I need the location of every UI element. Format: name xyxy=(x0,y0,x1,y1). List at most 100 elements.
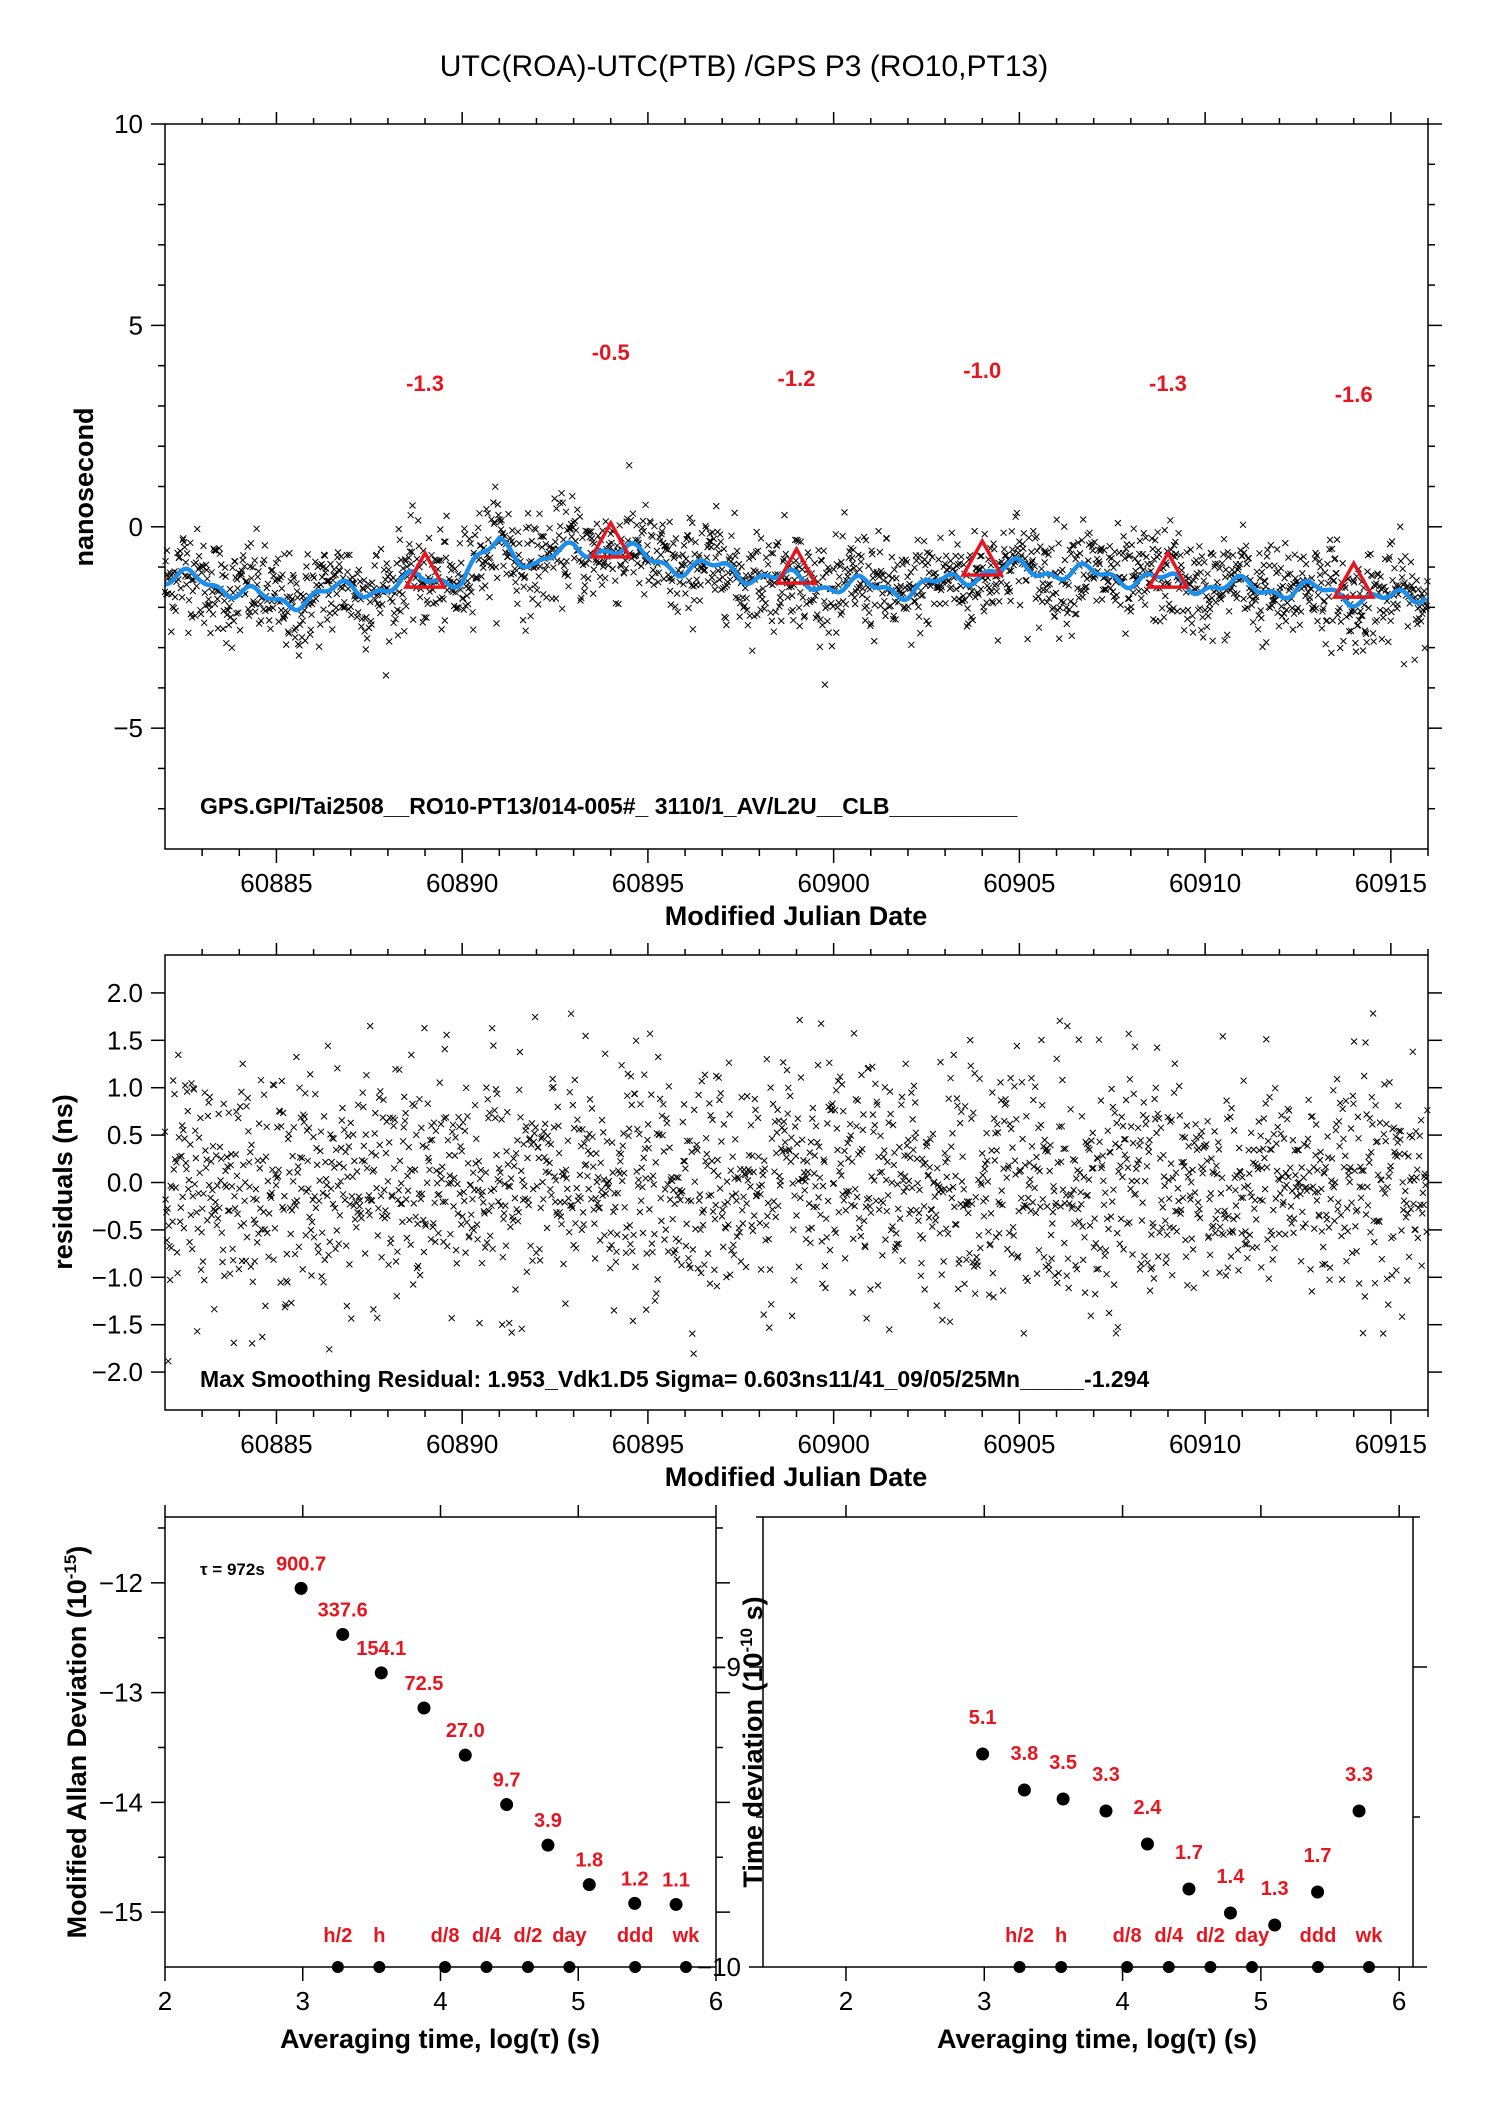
main-data-point xyxy=(870,637,878,645)
main-data-point xyxy=(913,557,920,564)
residual-data-point xyxy=(1244,1182,1252,1190)
residual-data-point xyxy=(169,1077,177,1084)
residual-data-point xyxy=(234,1114,242,1122)
residual-data-point xyxy=(1051,1272,1059,1280)
residual-data-point xyxy=(1194,1211,1201,1218)
residual-data-point xyxy=(342,1148,349,1156)
residual-data-point xyxy=(1271,1084,1279,1092)
residual-data-point xyxy=(320,1278,327,1286)
residual-data-point xyxy=(817,1020,825,1027)
residual-data-point xyxy=(436,1169,444,1177)
main-data-point xyxy=(395,525,403,533)
residual-data-point xyxy=(1374,1138,1381,1145)
residual-data-point xyxy=(1376,1218,1383,1226)
residual-data-point xyxy=(1365,1159,1373,1166)
residual-data-point xyxy=(1088,1137,1095,1144)
residual-data-point xyxy=(936,1229,944,1237)
residual-data-point xyxy=(788,1312,796,1320)
main-data-point xyxy=(616,521,624,529)
residual-data-point xyxy=(247,1263,255,1270)
residual-data-point xyxy=(421,1024,428,1032)
residual-data-point xyxy=(412,1213,420,1221)
residual-data-point xyxy=(190,1086,198,1093)
residual-data-point xyxy=(685,1254,692,1262)
residual-data-point xyxy=(184,1107,192,1115)
residual-data-point xyxy=(1155,1114,1163,1122)
residual-data-point xyxy=(1368,1093,1376,1101)
residual-data-point xyxy=(366,1022,374,1030)
residual-data-point xyxy=(574,1116,581,1124)
main-data-point xyxy=(366,598,374,606)
main-data-point xyxy=(1121,555,1129,562)
residual-data-point xyxy=(387,1235,395,1243)
residual-data-point xyxy=(951,1203,958,1211)
residual-data-point xyxy=(1365,1153,1372,1161)
main-data-point xyxy=(1200,577,1208,585)
residual-data-point xyxy=(208,1211,216,1219)
residual-data-point xyxy=(255,1230,262,1238)
main-data-point xyxy=(883,535,891,542)
residual-data-point xyxy=(1126,1075,1134,1083)
residual-data-point xyxy=(349,1173,356,1181)
residual-data-point xyxy=(1418,1262,1426,1270)
residual-data-point xyxy=(900,1188,908,1195)
residual-data-point xyxy=(330,1164,338,1171)
main-data-point xyxy=(665,575,673,582)
residual-data-point xyxy=(1138,1217,1146,1224)
residual-data-point xyxy=(626,1221,634,1229)
residual-data-point xyxy=(909,1146,917,1154)
residual-data-point xyxy=(776,1172,783,1180)
residual-data-point xyxy=(1353,1248,1360,1255)
residual-data-point xyxy=(802,1235,810,1243)
main-data-point xyxy=(1158,604,1166,612)
main-data-point xyxy=(1277,564,1285,572)
residual-data-point xyxy=(1059,1076,1066,1084)
residual-data-point xyxy=(1235,1144,1243,1152)
main-data-point xyxy=(394,631,402,639)
residual-data-point xyxy=(704,1250,712,1257)
residual-data-point xyxy=(654,1276,661,1283)
main-data-point xyxy=(483,505,490,513)
main-data-point xyxy=(928,553,936,561)
residual-data-point xyxy=(769,1100,777,1108)
main-data-point xyxy=(361,627,368,635)
residual-data-point xyxy=(424,1100,432,1108)
residual-data-point xyxy=(1038,1036,1045,1044)
residual-data-point xyxy=(1362,1211,1370,1218)
main-y-tick-label: −5 xyxy=(113,713,143,743)
main-data-point xyxy=(833,561,841,568)
residual-data-point xyxy=(1047,1231,1055,1239)
residual-data-point xyxy=(1288,1220,1295,1227)
main-data-point xyxy=(437,556,445,564)
residual-data-point xyxy=(1211,1229,1219,1237)
residual-data-point xyxy=(433,1167,440,1174)
main-data-point xyxy=(407,511,415,519)
main-data-point xyxy=(1070,541,1078,549)
residual-data-point xyxy=(675,1237,683,1245)
main-data-point xyxy=(1328,649,1335,657)
residual-data-point xyxy=(1108,1085,1115,1093)
residual-data-point xyxy=(1255,1118,1263,1125)
main-data-point xyxy=(1367,550,1374,558)
residual-data-point xyxy=(442,1114,450,1121)
residual-data-point xyxy=(169,1218,176,1225)
residual-data-point xyxy=(584,1147,592,1155)
dev-point xyxy=(1182,1882,1196,1896)
residual-data-point xyxy=(780,1118,788,1125)
residual-data-point xyxy=(830,1179,838,1187)
main-data-point xyxy=(542,540,550,548)
residual-data-point xyxy=(372,1151,380,1159)
residual-data-point xyxy=(645,1144,653,1152)
residual-data-point xyxy=(1091,1290,1099,1298)
residual-data-point xyxy=(1208,1155,1215,1162)
residual-data-point xyxy=(1297,1257,1305,1265)
residual-data-point xyxy=(622,1249,630,1257)
main-data-point xyxy=(910,597,918,605)
residual-data-point xyxy=(1382,1137,1390,1145)
residual-data-point xyxy=(513,1205,521,1213)
residual-data-point xyxy=(1225,1184,1233,1192)
main-data-point xyxy=(334,549,342,556)
main-data-point xyxy=(1197,568,1205,576)
main-data-point xyxy=(706,537,713,545)
main-data-point xyxy=(1355,616,1363,624)
